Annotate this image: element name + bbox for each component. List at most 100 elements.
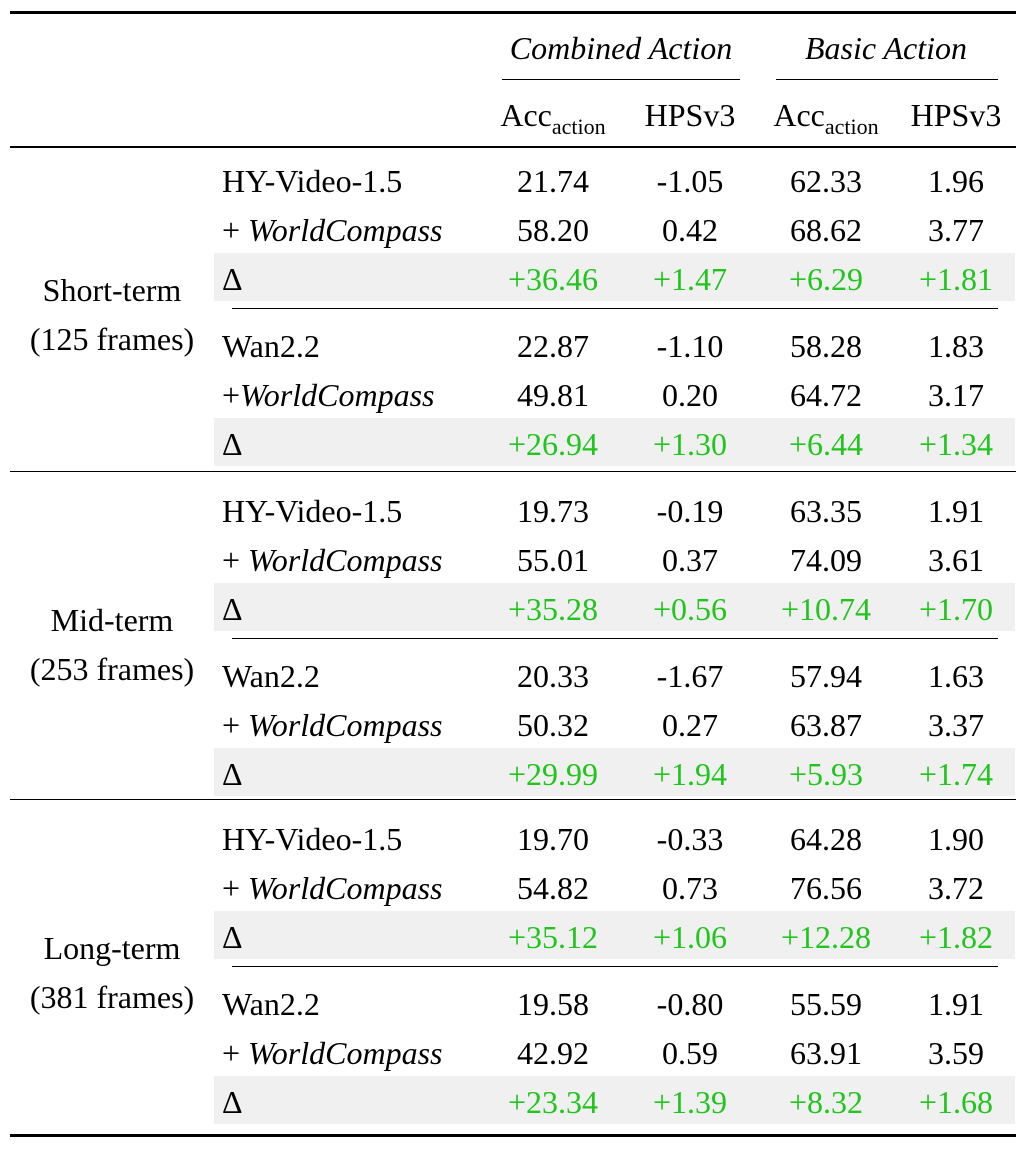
delta-row-band	[214, 253, 1015, 302]
value-cell: 50.32	[517, 706, 589, 743]
group-header-combined: Combined Action	[509, 30, 733, 66]
delta-cell: +1.47	[652, 261, 728, 298]
value-cell: -0.80	[656, 985, 724, 1022]
value-cell: -1.67	[656, 657, 724, 694]
value-cell: 3.17	[928, 376, 984, 413]
value-cell: 63.91	[790, 1034, 862, 1071]
delta-cell: +6.44	[788, 425, 864, 462]
delta-label: Δ	[222, 921, 243, 953]
col-header-acc-combined: Accaction	[500, 97, 605, 138]
model-label: Δ	[222, 591, 243, 628]
section-sublabel: (125 frames)	[29, 321, 195, 357]
value-cell: 1.83	[928, 327, 984, 364]
delta-label: Δ	[222, 758, 243, 790]
cmidrule-combined	[502, 79, 740, 80]
delta-cell: +1.94	[652, 755, 728, 792]
value-cell: 3.77	[928, 212, 984, 249]
value-cell: 19.73	[517, 493, 589, 529]
value-cell: 63.35	[790, 493, 862, 529]
value-cell: 21.74	[517, 163, 589, 199]
delta-cell: +29.99	[507, 755, 599, 792]
model-name: HY-Video-1.5	[222, 495, 402, 527]
value-cell: 0.27	[662, 706, 718, 743]
cmidrule-basic	[776, 79, 998, 80]
plus-sign: +	[222, 376, 241, 413]
delta-cell: +1.39	[652, 1083, 728, 1120]
delta-cell: +36.46	[507, 261, 599, 298]
col-header-hps-combined: HPSv3	[644, 97, 736, 133]
value-cell: 3.37	[928, 706, 984, 743]
section-label: Short-term	[42, 272, 182, 308]
bottom-rule	[10, 1134, 1016, 1137]
value-cell: 58.20	[517, 212, 589, 249]
delta-cell: +1.68	[918, 1083, 994, 1120]
model-label: HY-Video-1.5	[222, 821, 403, 857]
value-cell: 76.56	[790, 870, 862, 907]
block-rule	[232, 965, 998, 967]
value-cell: 58.28	[790, 327, 862, 364]
value-cell: -1.10	[656, 327, 724, 364]
model-label: HY-Video-1.5	[222, 493, 403, 529]
block-rule	[232, 307, 998, 309]
value-cell: 3.59	[928, 1034, 984, 1071]
section-sublabel: (381 frames)	[29, 979, 195, 1015]
model-label: WorldCompass	[240, 376, 435, 413]
section-sublabel: (253 frames)	[29, 651, 195, 687]
delta-row-band	[214, 747, 1015, 796]
value-cell: 1.63	[928, 657, 984, 694]
model-name: + WorldCompass	[222, 544, 442, 576]
delta-cell: +26.94	[507, 425, 599, 462]
col-header-hps-basic: HPSv3	[910, 97, 1002, 133]
value-cell: 57.94	[790, 657, 862, 694]
value-cell: 64.72	[790, 376, 862, 413]
model-label: Wan2.2	[222, 985, 320, 1022]
value-cell: 22.87	[517, 327, 589, 364]
delta-cell: +35.12	[507, 919, 599, 956]
value-cell: 55.59	[790, 985, 862, 1022]
model-name: + WorldCompass	[222, 709, 442, 741]
section-rule	[10, 799, 1016, 800]
block-rule	[232, 637, 998, 639]
value-cell: 0.42	[662, 212, 718, 249]
model-label: WorldCompass	[248, 542, 443, 579]
delta-cell: +12.28	[780, 919, 872, 956]
model-label: Wan2.2	[222, 657, 320, 694]
model-name: HY-Video-1.5	[222, 823, 402, 855]
model-label: WorldCompass	[248, 212, 443, 249]
delta-cell: +6.29	[788, 261, 864, 298]
col-header-main: Acc	[773, 97, 825, 133]
top-rule	[10, 11, 1016, 14]
value-cell: 1.91	[928, 985, 984, 1022]
plus-sign: +	[222, 706, 249, 743]
model-label: Δ	[222, 1083, 243, 1120]
value-cell: 63.87	[790, 706, 862, 743]
delta-cell: +35.28	[507, 591, 599, 628]
value-cell: 0.20	[662, 376, 718, 413]
value-cell: 0.37	[662, 542, 718, 579]
delta-label: Δ	[222, 263, 243, 295]
col-header-main: Acc	[500, 97, 552, 133]
model-label: HY-Video-1.5	[222, 163, 403, 199]
model-name: Wan2.2	[222, 330, 320, 362]
value-cell: 3.72	[928, 870, 984, 907]
value-cell: 0.59	[662, 1034, 718, 1071]
value-cell: -0.19	[656, 493, 724, 529]
model-label: Wan2.2	[222, 327, 320, 364]
plus-sign: +	[222, 870, 249, 907]
value-cell: 0.73	[662, 870, 718, 907]
model-name: +WorldCompass	[222, 379, 434, 411]
model-name: Wan2.2	[222, 988, 320, 1020]
delta-row-band	[214, 1075, 1015, 1124]
value-cell: 3.61	[928, 542, 984, 579]
value-cell: -0.33	[656, 821, 724, 857]
section-label: Mid-term	[50, 602, 174, 638]
model-name: + WorldCompass	[222, 214, 442, 246]
model-label: WorldCompass	[248, 706, 443, 743]
value-cell: 19.58	[517, 985, 589, 1022]
value-cell: 55.01	[517, 542, 589, 579]
value-cell: 42.92	[517, 1034, 589, 1071]
delta-cell: +1.70	[918, 591, 994, 628]
model-name: + WorldCompass	[222, 1037, 442, 1069]
delta-cell: +1.34	[918, 425, 994, 462]
